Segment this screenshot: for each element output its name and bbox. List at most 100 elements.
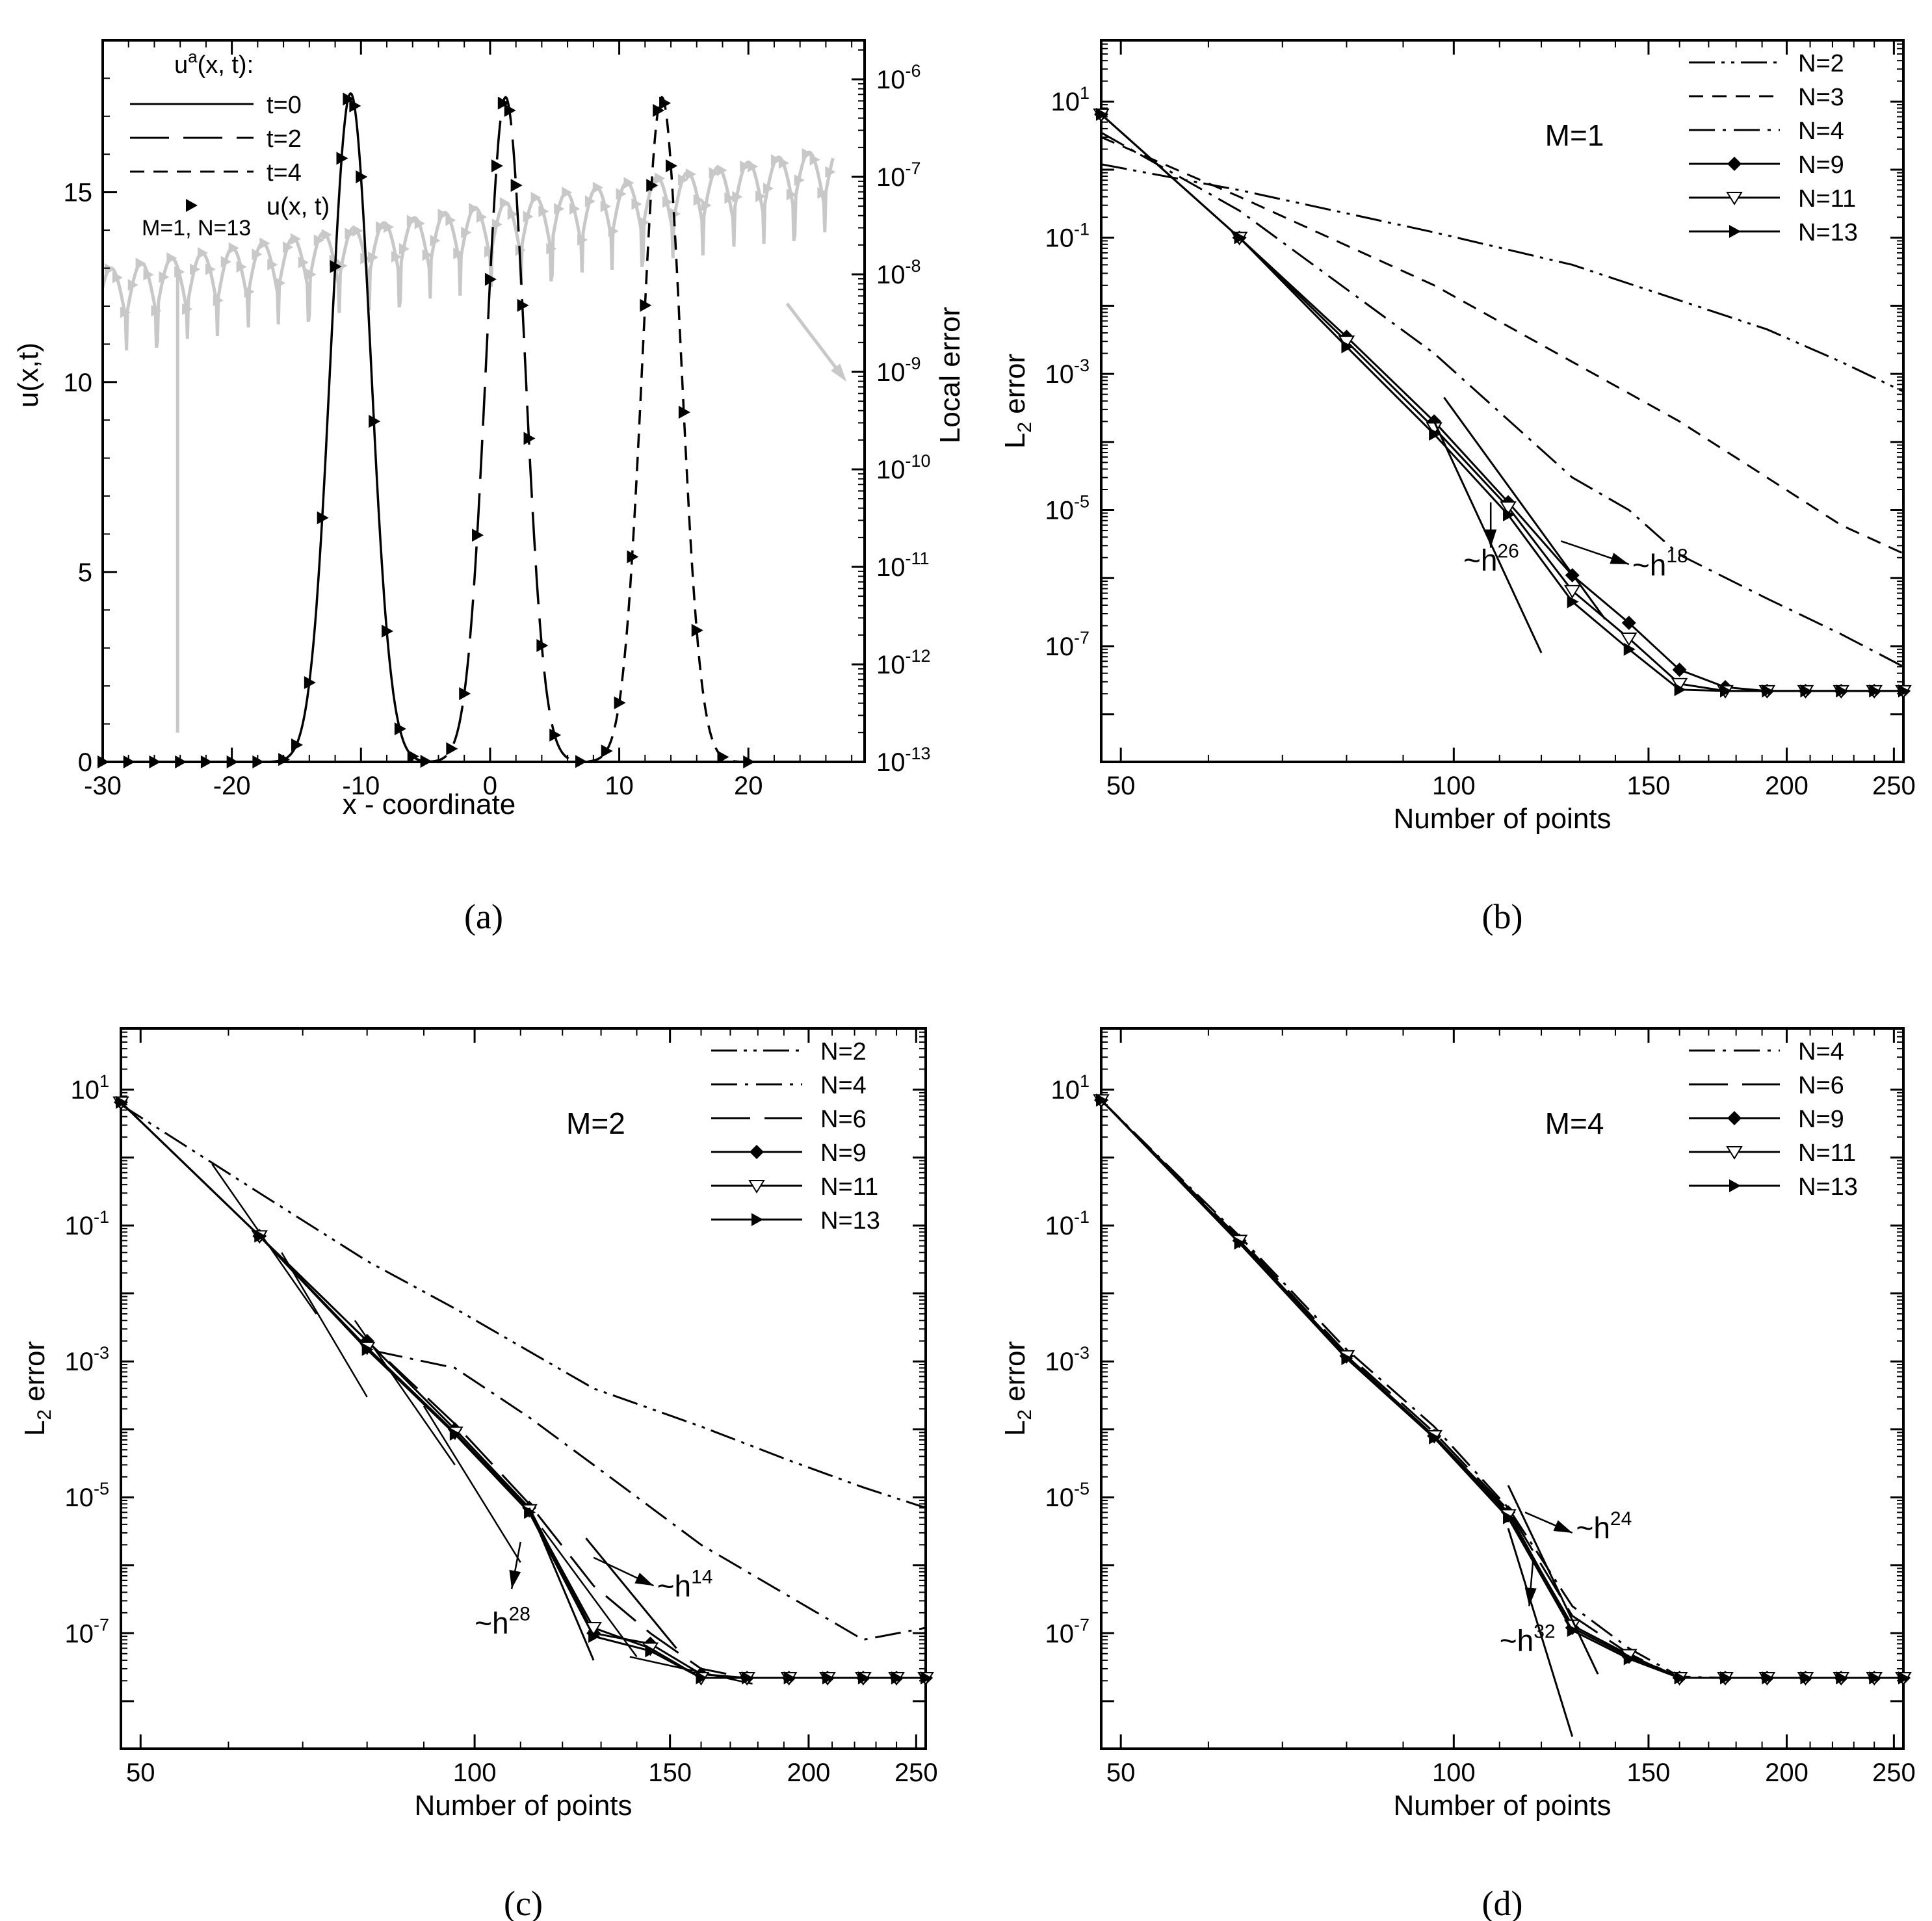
series-line <box>1101 113 1903 692</box>
local-error-arrow-line <box>785 302 844 378</box>
y2-tick-base: 10 <box>876 66 906 94</box>
y-tick-label: 5 <box>78 558 92 587</box>
series-n-11 <box>1093 108 1912 699</box>
data-point <box>857 1671 870 1685</box>
y2-tick-label: 10-12 <box>876 646 931 679</box>
panel-caption: (a) <box>464 897 503 936</box>
series-line <box>1100 1099 1903 1679</box>
local-error-marker <box>345 228 356 240</box>
local-error-marker <box>770 154 781 166</box>
data-point <box>1234 231 1246 244</box>
y2-axis-title-text: Local error <box>934 307 966 443</box>
y-tick-base: 10 <box>1045 1212 1074 1240</box>
y2-tick-exponent: -13 <box>906 744 931 763</box>
y-axis-title-rest: error <box>999 354 1031 422</box>
y-tick-exponent: -1 <box>1074 1207 1090 1227</box>
local-error-marker <box>655 172 666 185</box>
guide-segment <box>629 1656 753 1685</box>
data-point <box>517 298 529 312</box>
data-point <box>822 1671 834 1685</box>
local-error-marker <box>368 251 379 263</box>
panel-caption: (c) <box>504 1884 543 1921</box>
legend-entry: N=11 <box>711 1173 878 1201</box>
series-n-9 <box>1094 107 1911 698</box>
series-n-9 <box>1094 1093 1911 1686</box>
data-point <box>645 1644 657 1658</box>
local-error-marker <box>499 197 510 209</box>
slope-label-exponent: 24 <box>1610 1508 1632 1530</box>
y2-tick-label: 10-10 <box>876 451 931 484</box>
y-axis-title-text: u(x,t) <box>12 343 44 408</box>
legend-label: t=4 <box>267 159 302 187</box>
y-axis-title-rest: error <box>999 1341 1031 1409</box>
slope-label-base: ~h <box>475 1606 508 1640</box>
data-point <box>1836 684 1848 698</box>
data-point <box>1503 508 1515 521</box>
slope-label: ~h24 <box>1576 1508 1632 1545</box>
y2-axis-title: Local error <box>934 307 966 443</box>
panel-caption: (b) <box>1482 897 1523 936</box>
data-point <box>252 755 265 768</box>
local-error-marker <box>825 166 836 178</box>
series-line <box>1100 1099 1903 1679</box>
slope-line <box>585 1537 677 1649</box>
data-point <box>640 298 652 312</box>
y-tick-exponent: -5 <box>94 1479 109 1498</box>
y-tick-label: 10-5 <box>1045 1479 1090 1512</box>
local-error-marker <box>740 161 751 173</box>
local-error-marker <box>352 225 363 237</box>
local-error-marker <box>709 167 720 179</box>
legend-entry: N=3 <box>1689 84 1844 111</box>
local-error-marker <box>174 266 185 278</box>
series-line <box>1100 1099 1903 1679</box>
legend-label: N=4 <box>820 1072 867 1099</box>
legend-title-main: u <box>174 51 188 79</box>
series-n-13 <box>1096 107 1910 698</box>
x-tick-label: 250 <box>1872 1758 1916 1787</box>
legend-label: N=4 <box>1798 1038 1844 1065</box>
legend-marker <box>1726 192 1743 205</box>
legend-label: u(x, t) <box>267 193 330 220</box>
data-point <box>1762 1671 1774 1685</box>
slope-line <box>1443 397 1606 620</box>
y-axis-title-subscript: 2 <box>34 1409 55 1420</box>
y-axis-title-subscript: 2 <box>1014 422 1036 433</box>
data-point <box>278 753 291 766</box>
local-error-marker <box>677 174 688 186</box>
local-error-marker <box>120 306 131 319</box>
legend-label: N=2 <box>820 1038 867 1065</box>
panel-d: 50 100 150 200 25010110-110-310-510-7Number … <box>999 1027 1916 1921</box>
local-error-marker <box>484 246 495 258</box>
local-error-marker <box>252 248 263 261</box>
local-error-marker <box>701 199 712 211</box>
y2-tick-exponent: -11 <box>906 549 930 568</box>
series-line <box>120 1101 926 1679</box>
slope-arrow-head <box>1610 553 1629 564</box>
x-tick-label: 50 <box>1106 772 1136 800</box>
local-error-marker <box>724 192 735 204</box>
data-point <box>920 1671 932 1685</box>
local-error-marker <box>267 259 278 271</box>
slope-annotation: ~h32 <box>1500 1528 1574 1737</box>
data-point <box>497 96 510 110</box>
x-tick-label: 100 <box>1432 1758 1476 1787</box>
data-point <box>407 750 419 763</box>
slope-line <box>1507 1528 1574 1737</box>
panel-annotation: M=1 <box>1545 118 1604 152</box>
local-error-arrow-head <box>831 363 847 382</box>
slope-arrow-head <box>1553 1520 1573 1533</box>
x-tick-label: 150 <box>1627 772 1671 800</box>
series-n-2 <box>1101 163 1904 393</box>
local-error-marker <box>135 257 146 270</box>
series-line <box>408 96 603 763</box>
panel-a: -30 -20 -10 0 10 2005101510-1310-1210-1110-10… <box>12 39 966 936</box>
legend-label: N=11 <box>820 1173 878 1201</box>
y2-tick-base: 10 <box>876 261 906 289</box>
slope-label-exponent: 18 <box>1666 545 1688 567</box>
y-tick-exponent: -1 <box>94 1207 109 1227</box>
data-point <box>1341 340 1353 354</box>
y-tick-label: 10 <box>64 369 93 397</box>
local-error-marker <box>376 221 387 233</box>
y2-tick-exponent: -9 <box>906 354 921 373</box>
legend-entry: N=4 <box>711 1072 867 1099</box>
